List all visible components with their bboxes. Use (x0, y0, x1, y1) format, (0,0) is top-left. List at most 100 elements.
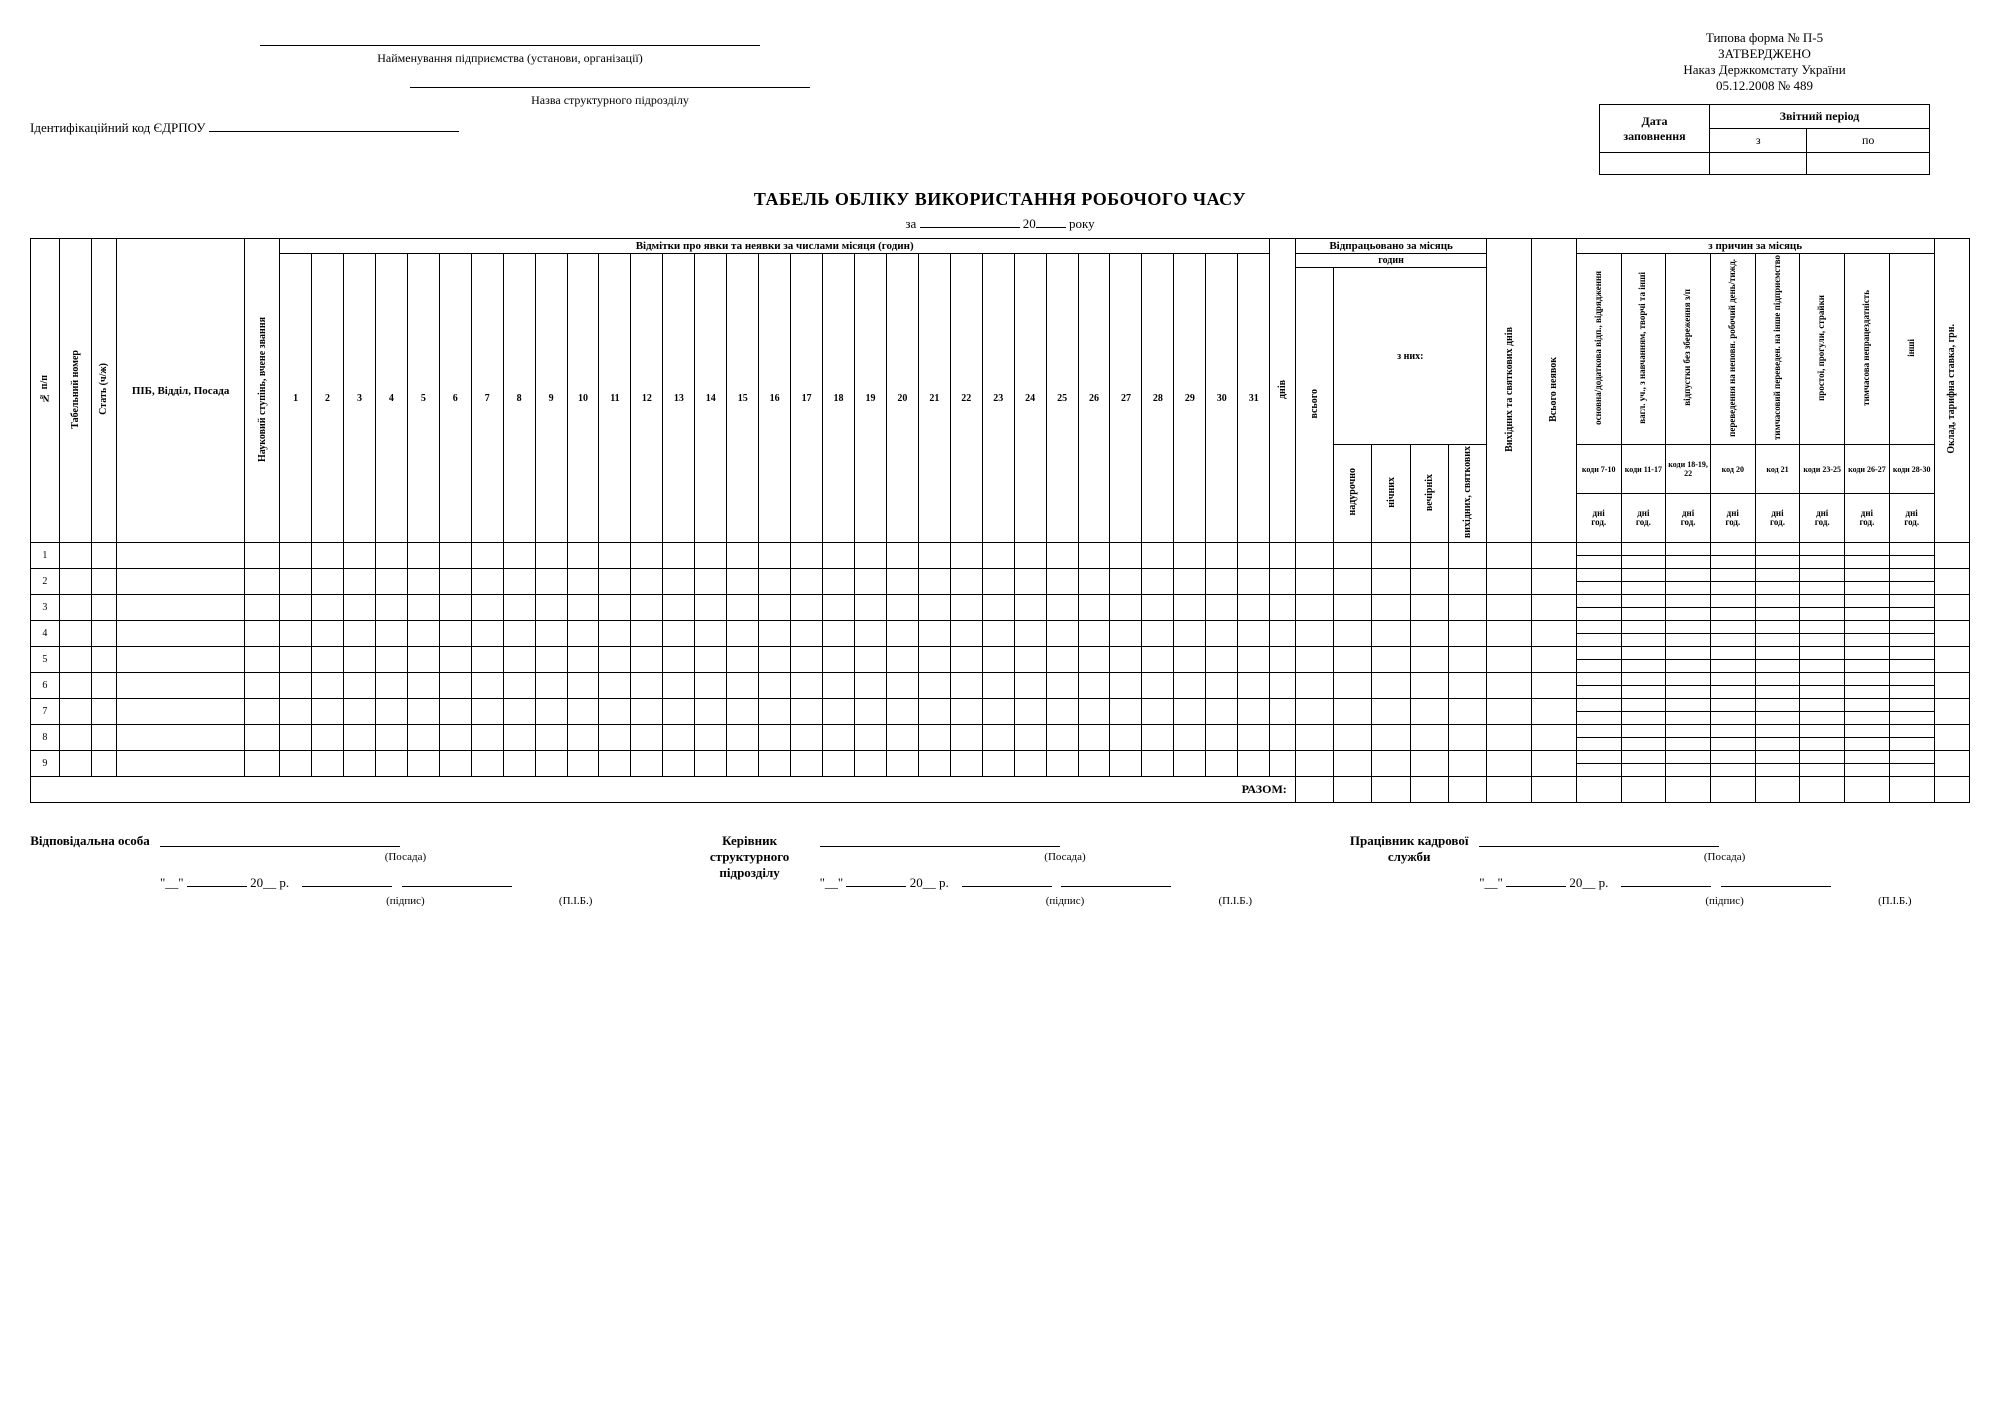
table-row: 9 (31, 751, 1970, 764)
col-total-absence: Всього неявок (1548, 357, 1559, 422)
day-30: 30 (1206, 254, 1238, 543)
day-20: 20 (886, 254, 918, 543)
period-header: Звітний період (1710, 105, 1930, 129)
col-vsogo: всього (1309, 389, 1320, 419)
dept-name-field[interactable] (410, 72, 810, 88)
dni-god-1: днігод. (1621, 494, 1666, 543)
col-weekend-days: Вихідних та святкових днів (1504, 327, 1515, 452)
date-period-table: Дата заповнення Звітний період з по (1599, 104, 1930, 175)
day-7: 7 (471, 254, 503, 543)
table-row: 3 (31, 595, 1970, 608)
table-row: 2 (31, 569, 1970, 582)
code-0: коди 7-10 (1576, 445, 1621, 494)
col-sex: Стать (ч/ж) (98, 363, 109, 415)
table-row: 4 (31, 621, 1970, 634)
sig-head: Керівник структурного підрозділу (Посада… (690, 833, 1311, 907)
col-dniv: днів (1277, 380, 1288, 399)
worked-header: Відпрацьовано за місяць (1295, 239, 1487, 254)
head-posada-line[interactable] (820, 833, 1060, 847)
day-31: 31 (1238, 254, 1270, 543)
resp-sign[interactable] (302, 873, 392, 887)
day-26: 26 (1078, 254, 1110, 543)
period-from-cell[interactable] (1710, 153, 1807, 175)
code-3: код 20 (1710, 445, 1755, 494)
reason-1: вагл. уч., з навчанням, творчі та інші (1638, 272, 1648, 424)
col-tabnum: Табельний номер (70, 350, 81, 429)
reasons-header: з причин за місяць (1576, 239, 1934, 254)
day-18: 18 (823, 254, 855, 543)
date-fill-cell[interactable] (1600, 153, 1710, 175)
reason-3: переведення на неповн. робочий день/тижд… (1728, 259, 1738, 437)
resp-posada-line[interactable] (160, 833, 400, 847)
code-2: коди 18-19, 22 (1666, 445, 1711, 494)
edrpou-field[interactable] (209, 116, 459, 132)
code-4: код 21 (1755, 445, 1800, 494)
dni-god-0: днігод. (1576, 494, 1621, 543)
year-field[interactable] (1036, 214, 1066, 228)
col-night: нічних (1386, 477, 1397, 508)
day-22: 22 (950, 254, 982, 543)
day-3: 3 (343, 254, 375, 543)
day-12: 12 (631, 254, 663, 543)
day-8: 8 (503, 254, 535, 543)
day-25: 25 (1046, 254, 1078, 543)
col-fio: ПІБ, Відділ, Посада (117, 239, 245, 543)
head-sign[interactable] (962, 873, 1052, 887)
day-9: 9 (535, 254, 567, 543)
day-29: 29 (1174, 254, 1206, 543)
form-type: Типова форма № П-5 (1599, 30, 1930, 46)
marks-header: Відмітки про явки та неявки за числами м… (280, 239, 1270, 254)
code-6: коди 26-27 (1845, 445, 1890, 494)
day-28: 28 (1142, 254, 1174, 543)
table-row: 5 (31, 647, 1970, 660)
dni-god-7: днігод. (1889, 494, 1934, 543)
day-23: 23 (982, 254, 1014, 543)
header-right: Типова форма № П-5 ЗАТВЕРДЖЕНО Наказ Дер… (1599, 30, 1930, 175)
table-row: 8 (31, 725, 1970, 738)
znykh-header: з них: (1334, 268, 1487, 445)
table-row: 1 (31, 543, 1970, 556)
resp-pib[interactable] (402, 873, 512, 887)
dni-god-3: днігод. (1710, 494, 1755, 543)
col-overtime: надурочно (1347, 468, 1358, 516)
day-11: 11 (599, 254, 631, 543)
reason-0: основна/додаткова відп., відрядження (1594, 271, 1604, 425)
total-row: РАЗОМ: (31, 777, 1970, 803)
day-24: 24 (1014, 254, 1046, 543)
col-evening: вечірніх (1424, 474, 1435, 511)
edrpou-label: Ідентифікаційний код ЄДРПОУ (30, 120, 205, 135)
day-14: 14 (695, 254, 727, 543)
hr-posada-line[interactable] (1479, 833, 1719, 847)
day-6: 6 (439, 254, 471, 543)
head-pib[interactable] (1061, 873, 1171, 887)
hr-pib-line[interactable] (1721, 873, 1831, 887)
form-approved: ЗАТВЕРДЖЕНО (1599, 46, 1930, 62)
reason-5: простої, прогули, страйки (1817, 295, 1827, 401)
day-15: 15 (727, 254, 759, 543)
day-2: 2 (312, 254, 344, 543)
org-name-label: Найменування підприємства (установи, орг… (110, 51, 910, 66)
col-salary: Оклад, тарифна ставка, грн. (1946, 324, 1957, 454)
hours-header: годин (1295, 254, 1487, 268)
dni-god-6: днігод. (1845, 494, 1890, 543)
org-name-field[interactable] (260, 30, 760, 46)
hr-sign[interactable] (1621, 873, 1711, 887)
subtitle: за 20 року (30, 214, 1970, 232)
day-21: 21 (918, 254, 950, 543)
col-degree: Науковий ступінь, вчене звання (257, 317, 268, 462)
day-16: 16 (759, 254, 791, 543)
dni-god-2: днігод. (1666, 494, 1711, 543)
col-nn: № п/п (39, 375, 50, 403)
month-field[interactable] (920, 214, 1020, 228)
day-4: 4 (375, 254, 407, 543)
header-row: Найменування підприємства (установи, орг… (30, 30, 1970, 175)
day-1: 1 (280, 254, 312, 543)
sig-hr: Працівник кадрової служби (Посада) "__" … (1349, 833, 1970, 907)
signatures-row: Відповідальна особа (Посада) "__" 20__ р… (30, 833, 1970, 907)
period-to-cell[interactable] (1807, 153, 1930, 175)
code-1: коди 11-17 (1621, 445, 1666, 494)
form-order: Наказ Держкомстату України (1599, 62, 1930, 78)
table-header: № п/п Табельний номер Стать (ч/ж) ПІБ, В… (31, 239, 1970, 543)
period-from-label: з (1710, 129, 1807, 153)
form-order-date: 05.12.2008 № 489 (1599, 78, 1930, 94)
